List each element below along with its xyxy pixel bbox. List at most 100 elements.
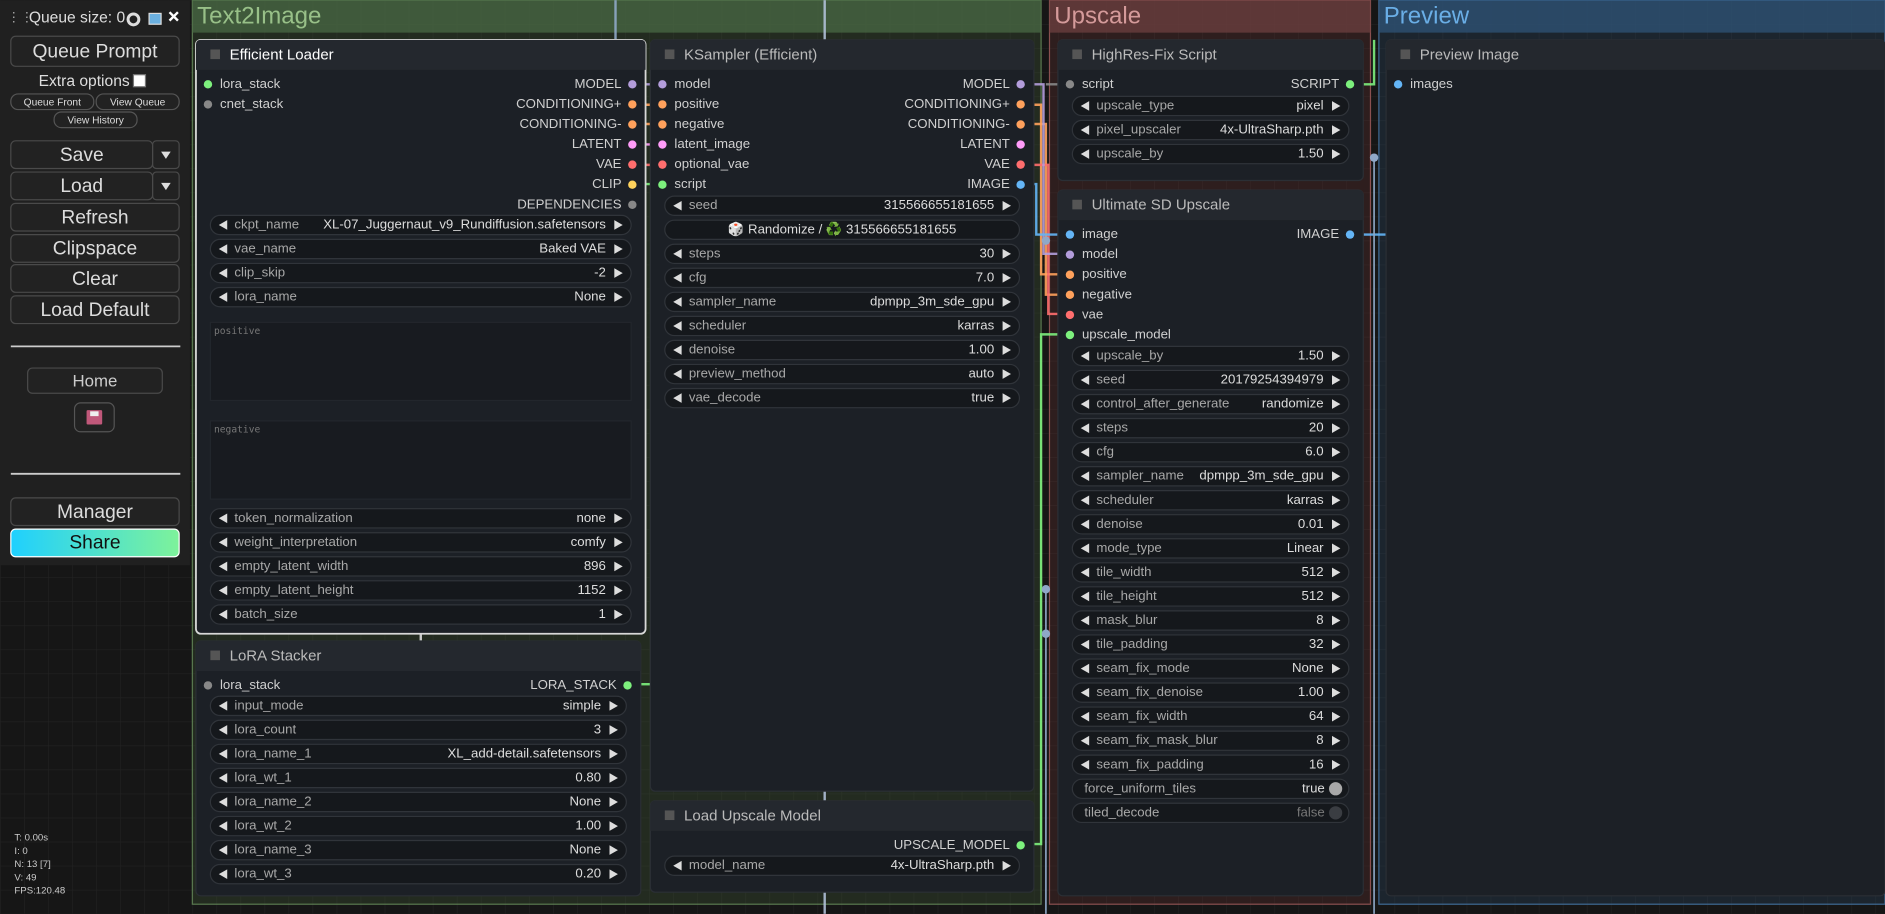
widget-arrow[interactable] bbox=[218, 561, 228, 572]
widget[interactable] bbox=[1071, 586, 1350, 607]
widget[interactable] bbox=[1071, 730, 1350, 751]
node-collapse-box[interactable] bbox=[1072, 49, 1082, 60]
widget[interactable] bbox=[1071, 754, 1350, 775]
widget-arrow[interactable] bbox=[614, 268, 623, 278]
widget-arrow[interactable] bbox=[218, 749, 228, 759]
input-slot[interactable] bbox=[1065, 330, 1075, 340]
widget-arrow[interactable] bbox=[1332, 663, 1341, 674]
widget-arrow[interactable] bbox=[1080, 519, 1090, 530]
widget-arrow[interactable] bbox=[673, 249, 682, 259]
output-slot[interactable] bbox=[628, 80, 637, 89]
widget-arrow[interactable] bbox=[218, 773, 228, 783]
widget[interactable] bbox=[1071, 682, 1350, 703]
widget-arrow[interactable] bbox=[218, 609, 228, 620]
widget-arrow[interactable] bbox=[673, 393, 682, 403]
widget-arrow[interactable] bbox=[1332, 351, 1341, 361]
widget-arrow[interactable] bbox=[1080, 639, 1090, 650]
output-slot[interactable] bbox=[628, 100, 637, 109]
input-slot[interactable] bbox=[203, 100, 213, 109]
widget[interactable] bbox=[209, 791, 627, 813]
widget[interactable] bbox=[1071, 562, 1350, 583]
output-slot[interactable] bbox=[1016, 80, 1025, 89]
widget[interactable] bbox=[664, 855, 1021, 876]
node-collapse-box[interactable] bbox=[664, 810, 675, 821]
widget-arrow[interactable] bbox=[1002, 860, 1012, 871]
widget-arrow[interactable] bbox=[1080, 495, 1090, 506]
widget-arrow[interactable] bbox=[1332, 687, 1341, 698]
output-slot[interactable] bbox=[628, 160, 637, 169]
widget[interactable] bbox=[1071, 441, 1350, 463]
widget-arrow[interactable] bbox=[614, 220, 623, 230]
widget-arrow[interactable] bbox=[614, 292, 623, 302]
widget[interactable] bbox=[1071, 778, 1350, 800]
widget-arrow[interactable] bbox=[218, 513, 228, 524]
widget-arrow[interactable] bbox=[609, 797, 618, 807]
widget-arrow[interactable] bbox=[609, 701, 618, 711]
widget-arrow[interactable] bbox=[218, 585, 228, 596]
widget-arrow[interactable] bbox=[218, 797, 228, 807]
button[interactable] bbox=[10, 35, 180, 67]
widget-arrow[interactable] bbox=[1080, 543, 1090, 554]
output-slot[interactable] bbox=[1016, 180, 1025, 189]
widget-arrow[interactable] bbox=[1332, 543, 1341, 554]
widget-arrow[interactable] bbox=[609, 821, 618, 831]
widget-arrow[interactable] bbox=[673, 297, 682, 307]
widget-arrow[interactable] bbox=[1332, 399, 1341, 409]
output-slot[interactable] bbox=[1345, 80, 1355, 89]
widget-arrow[interactable] bbox=[1080, 711, 1090, 722]
widget-arrow[interactable] bbox=[218, 701, 228, 711]
widget-arrow[interactable] bbox=[1080, 125, 1090, 135]
node-collapse-box[interactable] bbox=[664, 49, 675, 60]
node-collapse-box[interactable] bbox=[210, 650, 220, 661]
widget-arrow[interactable] bbox=[614, 513, 623, 524]
widget-arrow[interactable] bbox=[1002, 345, 1012, 355]
widget-arrow[interactable] bbox=[614, 585, 623, 596]
node-body[interactable] bbox=[649, 39, 1035, 792]
widget-arrow[interactable] bbox=[1080, 423, 1090, 433]
widget[interactable] bbox=[209, 532, 632, 553]
widget-arrow[interactable] bbox=[673, 369, 682, 379]
widget[interactable] bbox=[209, 815, 627, 837]
widget-arrow[interactable] bbox=[673, 200, 682, 211]
toggle-knob[interactable] bbox=[1328, 806, 1343, 820]
button[interactable] bbox=[10, 202, 180, 232]
widget-arrow[interactable] bbox=[1332, 759, 1341, 770]
input-slot[interactable] bbox=[1065, 290, 1075, 300]
widget[interactable] bbox=[209, 695, 627, 717]
widget[interactable] bbox=[1071, 514, 1350, 535]
widget-arrow[interactable] bbox=[1002, 321, 1012, 331]
widget-arrow[interactable] bbox=[1332, 471, 1341, 482]
share-button[interactable] bbox=[10, 528, 180, 558]
widget-arrow[interactable] bbox=[1080, 591, 1090, 602]
widget-arrow[interactable] bbox=[218, 268, 228, 278]
gallery-icon[interactable] bbox=[148, 12, 162, 25]
widget[interactable] bbox=[209, 286, 632, 308]
widget-arrow[interactable] bbox=[1080, 149, 1090, 159]
textarea[interactable] bbox=[209, 420, 632, 500]
widget-arrow[interactable] bbox=[609, 749, 618, 759]
input-slot[interactable] bbox=[658, 80, 667, 89]
small-button[interactable] bbox=[10, 93, 95, 111]
widget-arrow[interactable] bbox=[673, 321, 682, 331]
widget[interactable] bbox=[1071, 706, 1350, 727]
widget-arrow[interactable] bbox=[1332, 447, 1341, 457]
output-slot[interactable] bbox=[1016, 160, 1025, 169]
node-body[interactable] bbox=[1385, 39, 1885, 897]
small-button[interactable] bbox=[95, 93, 180, 111]
widget[interactable] bbox=[1071, 538, 1350, 559]
node-collapse-box[interactable] bbox=[210, 49, 220, 60]
node-collapse-box[interactable] bbox=[1400, 49, 1411, 60]
widget-arrow[interactable] bbox=[609, 725, 618, 735]
widget-arrow[interactable] bbox=[218, 537, 228, 548]
widget-arrow[interactable] bbox=[1332, 615, 1341, 626]
widget-arrow[interactable] bbox=[218, 725, 228, 735]
widget-arrow[interactable] bbox=[673, 860, 682, 871]
extra-options-checkbox[interactable] bbox=[132, 74, 147, 88]
widget-arrow[interactable] bbox=[218, 869, 228, 879]
input-slot[interactable] bbox=[658, 160, 667, 169]
widget[interactable] bbox=[1071, 610, 1350, 631]
output-slot[interactable] bbox=[628, 180, 637, 189]
settings-icon[interactable] bbox=[126, 12, 141, 27]
widget-arrow[interactable] bbox=[1332, 149, 1341, 159]
widget-arrow[interactable] bbox=[218, 244, 228, 254]
